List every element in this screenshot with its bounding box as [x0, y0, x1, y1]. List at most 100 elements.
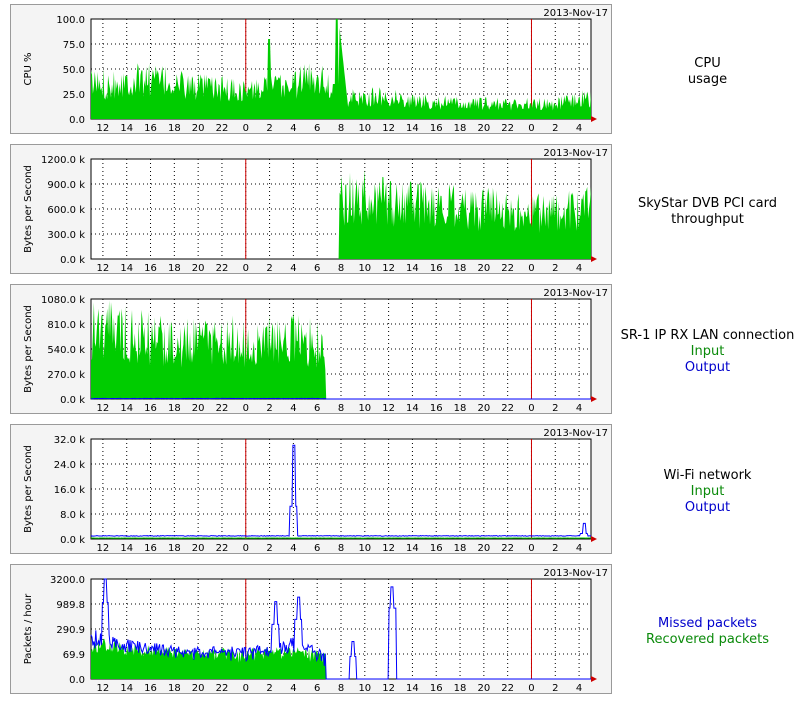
x-tick-label: 16 [144, 403, 157, 413]
skystar-caption: SkyStar DVB PCI card throughput [612, 196, 803, 228]
x-tick-label: 22 [501, 683, 514, 693]
cpu-caption-line1: CPU [694, 56, 721, 71]
x-tick-label: 12 [97, 403, 110, 413]
x-tick-label: 22 [216, 403, 229, 413]
x-tick-label: 18 [454, 123, 467, 133]
x-tick-label: 10 [358, 123, 371, 133]
x-tick-label: 18 [454, 263, 467, 273]
x-tick-label: 20 [477, 263, 490, 273]
y-tick-label: 290.9 [56, 625, 85, 636]
x-tick-label: 16 [144, 543, 157, 553]
y-tick-label: 69.9 [63, 650, 85, 661]
sr1-legend-output: Output [684, 360, 731, 375]
x-tick-label: 14 [406, 123, 419, 133]
x-tick-label: 12 [382, 263, 395, 273]
x-tick-label: 14 [406, 403, 419, 413]
y-tick-label: 24.0 k [54, 460, 85, 471]
x-tick-label: 18 [168, 543, 181, 553]
wifi-legend-output: Output [684, 500, 731, 515]
date-stamp: 2013-Nov-17 [543, 288, 608, 299]
x-tick-label: 0 [243, 543, 249, 553]
x-tick-label: 20 [192, 403, 205, 413]
sr1-caption-line1: SR-1 IP RX LAN connection [620, 328, 795, 343]
x-tick-label: 14 [120, 123, 133, 133]
x-tick-label: 22 [501, 543, 514, 553]
wifi-graph-panel: 0.0 k 8.0 k 16.0 k 24.0 k 32.0 k 12 14 16 18 20 22… [10, 424, 612, 554]
y-tick-label: 3200.0 [50, 575, 85, 586]
x-tick-label: 2 [266, 683, 272, 693]
x-tick-label: 8 [338, 263, 344, 273]
skystar-graph: 0.0 k 300.0 k 600.0 k 900.0 k 1200.0 k 12 14 16… [23, 148, 608, 273]
y-tick-label: 50.0 [63, 65, 85, 76]
x-tick-label: 0 [528, 123, 534, 133]
y-tick-label: 16.0 k [54, 485, 85, 496]
x-tick-label: 0 [528, 263, 534, 273]
x-tick-label: 2 [266, 263, 272, 273]
sr1-graph: 0.0 k 270.0 k 540.0 k 810.0 k 1080.0 k 12 14 16… [23, 288, 608, 413]
x-tick-label: 14 [406, 543, 419, 553]
wifi-graph: 0.0 k8.0 k16.0 k24.0 k32.0 k12 14 16 18 20 22… [23, 428, 608, 553]
y-tick-label: 0.0 k [60, 255, 85, 266]
packets-caption: Missed packets Recovered packets [612, 616, 803, 648]
x-tick-label: 18 [168, 123, 181, 133]
date-stamp: 2013-Nov-17 [543, 428, 608, 439]
x-tick-label: 12 [97, 543, 110, 553]
x-tick-label: 4 [576, 683, 582, 693]
x-tick-label: 10 [358, 403, 371, 413]
x-tick-label: 6 [314, 683, 320, 693]
x-tick-label: 22 [216, 543, 229, 553]
series-area-main [91, 169, 591, 259]
x-tick-label: 8 [338, 543, 344, 553]
x-tick-label: 2 [552, 123, 558, 133]
x-tick-label: 12 [97, 683, 110, 693]
x-tick-label: 4 [576, 403, 582, 413]
x-axis-arrow [591, 676, 597, 682]
y-tick-label: 25.0 [63, 90, 85, 101]
x-tick-label: 6 [314, 263, 320, 273]
x-tick-label: 6 [314, 543, 320, 553]
x-tick-label: 18 [454, 543, 467, 553]
series-area-cpu-usage [91, 19, 591, 119]
x-tick-label: 8 [338, 123, 344, 133]
sr1-caption: SR-1 IP RX LAN connection Input Output [612, 328, 803, 376]
x-tick-label: 8 [338, 403, 344, 413]
x-tick-label: 22 [501, 263, 514, 273]
y-axis-label: Bytes per Second [23, 445, 34, 533]
packets-legend-missed: Missed packets [657, 616, 758, 631]
x-tick-label: 12 [382, 543, 395, 553]
x-tick-label: 16 [144, 123, 157, 133]
y-tick-label: 75.0 [63, 40, 85, 51]
wifi-caption-line1: Wi-Fi network [663, 468, 752, 483]
cpu-caption: CPU usage [612, 56, 803, 88]
sr1-graph-panel: 0.0 k 270.0 k 540.0 k 810.0 k 1080.0 k 12 14 16… [10, 284, 612, 414]
x-tick-label: 14 [120, 263, 133, 273]
x-tick-label: 18 [454, 403, 467, 413]
x-tick-label: 2 [552, 683, 558, 693]
series-area-input [91, 300, 591, 399]
x-tick-label: 2 [552, 263, 558, 273]
y-tick-label: 1200.0 k [41, 155, 85, 166]
date-stamp: 2013-Nov-17 [543, 568, 608, 579]
x-tick-label: 20 [192, 123, 205, 133]
x-tick-label: 18 [168, 263, 181, 273]
x-tick-label: 14 [120, 683, 133, 693]
x-tick-label: 20 [477, 543, 490, 553]
series-line-output [91, 397, 591, 400]
skystar-caption-line2: throughput [671, 212, 744, 227]
y-tick-label: 0.0 [69, 115, 85, 126]
skystar-graph-panel: 0.0 k 300.0 k 600.0 k 900.0 k 1200.0 k 12 14 16… [10, 144, 612, 274]
y-axis-label: Packets / hour [23, 593, 34, 664]
x-tick-label: 20 [477, 123, 490, 133]
cpu-caption-line2: usage [687, 72, 728, 87]
wifi-caption: Wi-Fi network Input Output [612, 468, 803, 516]
x-tick-label: 4 [290, 683, 296, 693]
skystar-caption-line1: SkyStar DVB PCI card [638, 196, 777, 211]
x-tick-label: 12 [382, 683, 395, 693]
packets-graph-panel: 0.0 69.9 290.9 989.8 3200.0 12 14 16 18 20 22 0 2 4 6 8… [10, 564, 612, 694]
y-tick-label: 989.8 [56, 600, 85, 611]
x-tick-label: 14 [406, 683, 419, 693]
x-tick-label: 10 [358, 543, 371, 553]
sr1-legend-input: Input [690, 344, 725, 359]
y-tick-label: 0.0 k [60, 395, 85, 406]
x-tick-label: 14 [120, 403, 133, 413]
